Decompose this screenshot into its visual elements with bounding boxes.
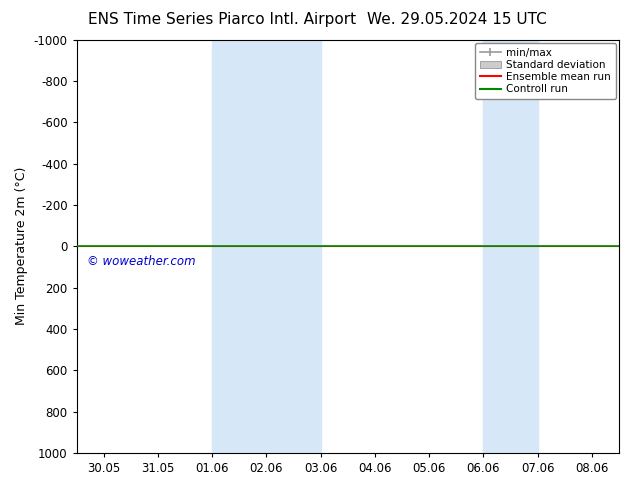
- Y-axis label: Min Temperature 2m (°C): Min Temperature 2m (°C): [15, 167, 28, 325]
- Bar: [483, 40, 538, 453]
- Text: We. 29.05.2024 15 UTC: We. 29.05.2024 15 UTC: [366, 12, 547, 27]
- Legend: min/max, Standard deviation, Ensemble mean run, Controll run: min/max, Standard deviation, Ensemble me…: [475, 43, 616, 99]
- Text: © woweather.com: © woweather.com: [87, 254, 196, 268]
- Text: ENS Time Series Piarco Intl. Airport: ENS Time Series Piarco Intl. Airport: [88, 12, 356, 27]
- Bar: [212, 40, 321, 453]
